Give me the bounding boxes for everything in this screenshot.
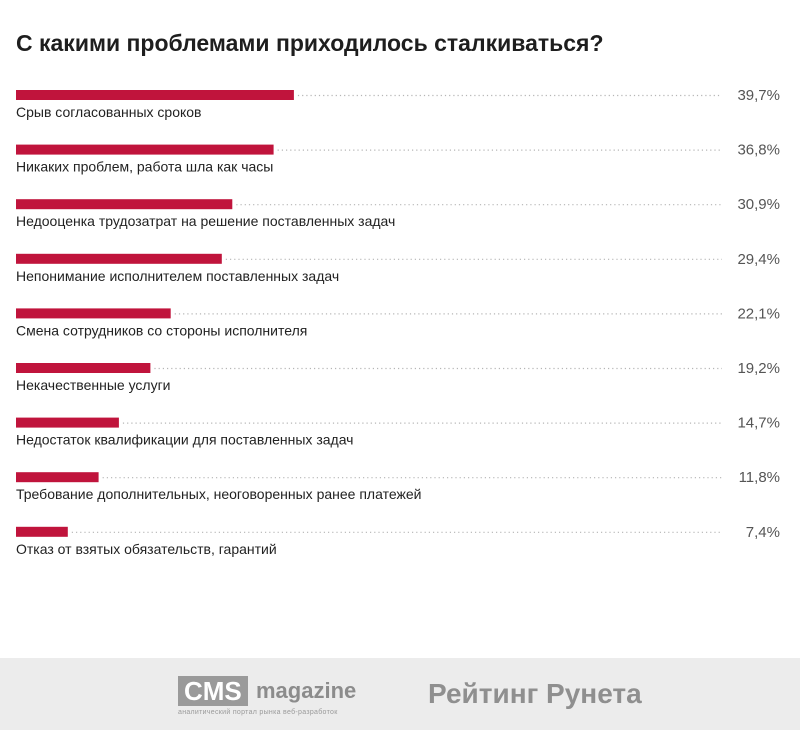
bar-7 bbox=[16, 417, 119, 428]
bar-chart: 39,7% Срыв согласованных сроков 36,8% Никак… bbox=[16, 87, 780, 557]
category-label-1: Срыв согласованных сроков bbox=[16, 104, 202, 120]
cms-logo-tagline: аналитический портал рынка веб-разработо… bbox=[178, 709, 338, 716]
bar-8 bbox=[16, 472, 99, 483]
footer: CMS magazine аналитический портал рынка … bbox=[0, 658, 800, 730]
rating-runeta-logo: Рейтинг Рунета bbox=[428, 678, 642, 709]
category-label-5: Смена сотрудников со стороны исполнителя bbox=[16, 322, 307, 338]
chart-title: С какими проблемами приходилось сталкива… bbox=[16, 30, 604, 56]
bar-1 bbox=[16, 90, 294, 100]
category-label-9: Отказ от взятых обязательств, гарантий bbox=[16, 541, 277, 557]
cms-logo-magazine: magazine bbox=[256, 678, 357, 703]
category-label-6: Некачественные услуги bbox=[16, 377, 171, 393]
value-label-7: 14,7% bbox=[737, 415, 780, 432]
value-label-2: 36,8% bbox=[737, 142, 780, 159]
value-label-1: 39,7% bbox=[737, 87, 780, 104]
category-label-3: Недооценка трудозатрат на решение постав… bbox=[16, 213, 395, 229]
bar-3 bbox=[16, 199, 233, 210]
bar-2 bbox=[16, 144, 274, 155]
category-label-8: Требование дополнительных, неоговоренных… bbox=[16, 486, 421, 502]
value-label-5: 22,1% bbox=[737, 305, 780, 322]
bar-5 bbox=[16, 308, 171, 319]
value-label-4: 29,4% bbox=[737, 251, 780, 268]
value-label-6: 19,2% bbox=[737, 360, 780, 377]
bar-9 bbox=[16, 526, 68, 537]
value-label-8: 11,8% bbox=[739, 469, 780, 486]
cms-logo-box: CMS bbox=[178, 676, 248, 706]
value-label-9: 7,4% bbox=[746, 524, 780, 541]
bar-4 bbox=[16, 253, 222, 264]
category-label-2: Никаких проблем, работа шла как часы bbox=[16, 159, 273, 175]
bar-6 bbox=[16, 363, 151, 373]
category-label-7: Недостаток квалификации для поставленных… bbox=[16, 432, 353, 448]
category-label-4: Непонимание исполнителем поставленных за… bbox=[16, 268, 339, 284]
value-label-3: 30,9% bbox=[737, 196, 780, 213]
